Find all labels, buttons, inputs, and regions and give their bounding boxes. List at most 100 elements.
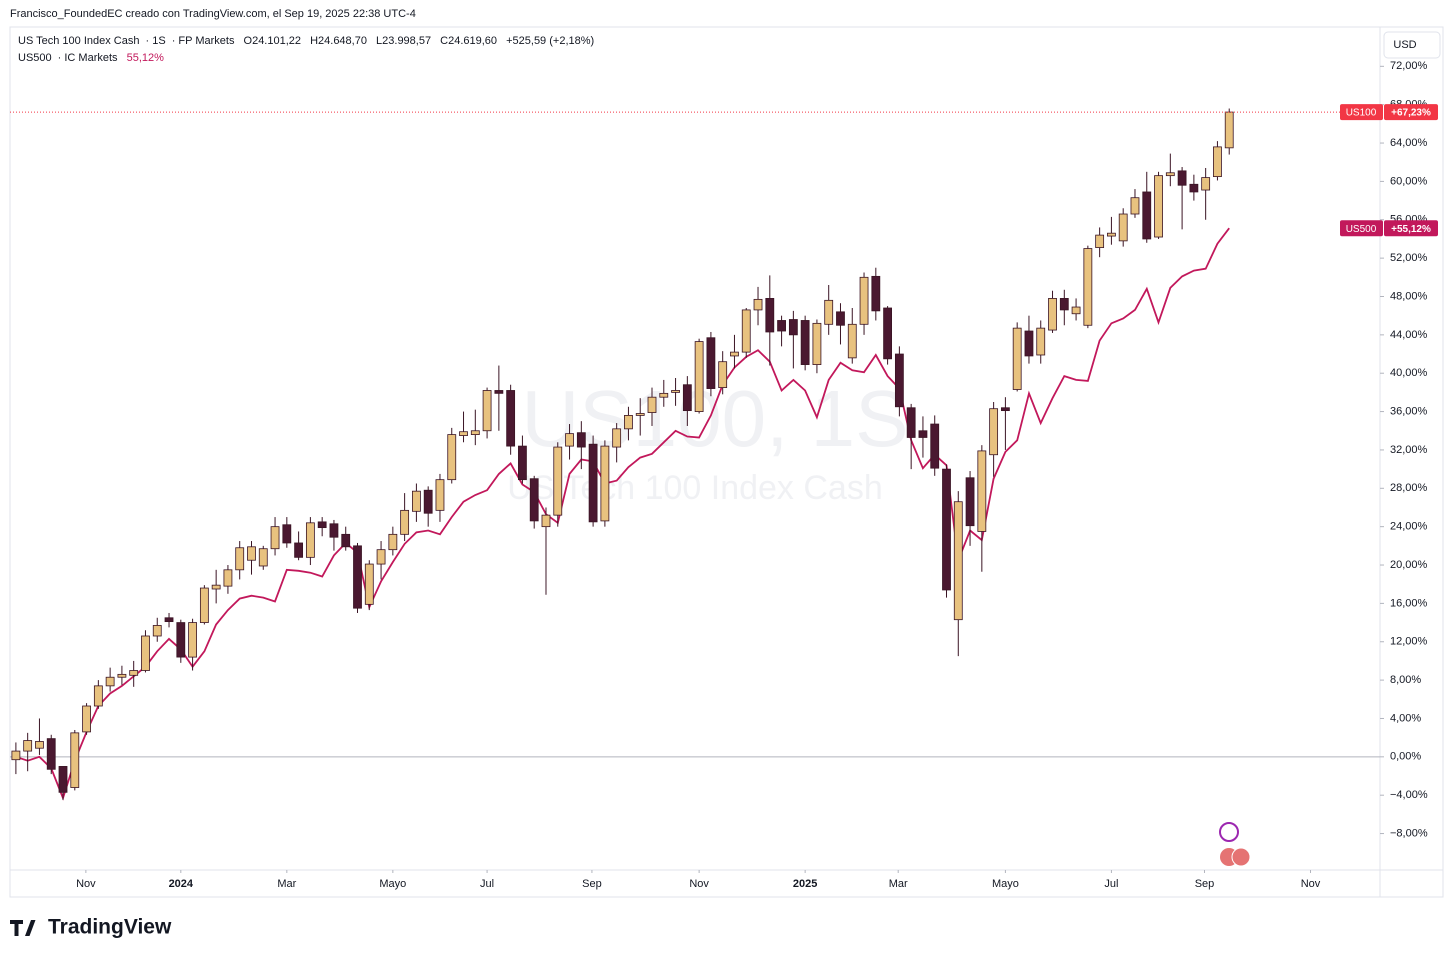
candle-body [788, 319, 798, 336]
candle-body [35, 741, 44, 749]
candle-body [659, 392, 669, 398]
candle-body [317, 521, 327, 529]
y-tick-label: 8,00% [1390, 674, 1421, 686]
x-tick-label: 2025 [793, 878, 817, 890]
tv-logo [10, 920, 36, 936]
footer-logo: TradingView [48, 916, 172, 939]
candle-body [1142, 191, 1152, 240]
candle-body [364, 563, 374, 605]
candle-body [529, 478, 539, 522]
x-tick-label: Jul [1104, 878, 1118, 890]
candle-body [470, 430, 480, 435]
candle-body [141, 635, 150, 671]
candle-body [46, 738, 56, 770]
candle-body [1012, 327, 1022, 390]
candle-body [1036, 327, 1046, 356]
candle-body [459, 431, 468, 436]
legend-value: 55,12% [126, 52, 164, 64]
line-series [15, 227, 1230, 801]
legend-exchange: IC Markets [64, 52, 118, 64]
candle-body [1224, 111, 1234, 149]
legend-exchange: FP Markets [178, 35, 235, 47]
x-tick-label: Sep [1195, 878, 1215, 890]
flag-icon[interactable] [1231, 847, 1251, 867]
y-tick-label: 20,00% [1390, 559, 1428, 571]
candle-body [1118, 213, 1128, 242]
candle-body [753, 298, 763, 311]
candle-body [918, 430, 928, 438]
candle-body [741, 309, 751, 353]
candle-body [847, 323, 857, 359]
candle-body [765, 298, 775, 333]
currency[interactable]: USD [1393, 39, 1416, 51]
candle-body [117, 673, 127, 678]
candle-body [412, 490, 421, 512]
candle-body [341, 533, 351, 548]
candle-body [23, 740, 33, 752]
legend-main: US Tech 100 Index Cash · 1S · FP Markets O… [18, 35, 595, 47]
candle-body [400, 509, 410, 535]
y-tick-label: 28,00% [1390, 482, 1428, 494]
candle-body [353, 545, 362, 609]
candle-body [824, 299, 834, 325]
candle-body [600, 445, 610, 522]
candle-body [506, 390, 516, 447]
candle-body [176, 622, 186, 658]
x-tick-label: Jul [480, 878, 494, 890]
candle-body [70, 732, 80, 788]
chart-frame [9, 26, 1444, 898]
candle-body [883, 307, 893, 360]
candle-body [270, 526, 280, 550]
candle-body [777, 320, 786, 332]
candle-body [1165, 172, 1175, 177]
legend-ohlc: L23.998,57 [376, 35, 432, 47]
candle-body [152, 625, 162, 637]
candle-body [635, 413, 645, 416]
legend-ohlc: C24.619,60 [440, 35, 498, 47]
candle-body [930, 423, 940, 469]
candle-body [612, 428, 622, 448]
legend-name: US500 [18, 52, 52, 64]
candle-body [977, 450, 987, 532]
y-tick-label: 64,00% [1390, 137, 1428, 149]
x-tick-label: 2024 [169, 878, 194, 890]
y-tick-label: 24,00% [1390, 521, 1428, 533]
candle-body [1048, 298, 1057, 331]
candle-body [565, 433, 574, 447]
candle-body [624, 415, 633, 430]
alert-icon[interactable] [1219, 822, 1239, 842]
watermark-symbol: US100, 1S [522, 374, 909, 463]
credit: Francisco_FoundedEC creado con TradingVi… [10, 8, 416, 20]
badge-value: +55,12% [1391, 224, 1431, 235]
x-tick-label: Sep [582, 878, 602, 890]
candle-body [1213, 146, 1222, 178]
candle-body [518, 445, 527, 481]
badge-name: US100 [1346, 108, 1377, 119]
candle-body [1059, 298, 1069, 311]
candle-body [859, 276, 869, 325]
x-tick-label: Nov [1301, 878, 1321, 890]
candle-body [423, 489, 433, 514]
candle-body [812, 322, 822, 365]
price-badge [1340, 220, 1383, 237]
legend-compare: US500 · IC Markets 55,12% [18, 52, 164, 64]
candle-body [447, 434, 457, 481]
x-tick-label: Mayo [379, 878, 406, 890]
candle-body [1083, 248, 1093, 326]
legend-ohlc: H24.648,70 [310, 35, 367, 47]
candle-body [730, 351, 739, 357]
candle-body [11, 750, 21, 761]
y-tick-label: 32,00% [1390, 444, 1428, 456]
x-tick-label: Mar [889, 878, 908, 890]
currency-button[interactable] [1383, 31, 1441, 59]
y-tick-label: 40,00% [1390, 367, 1428, 379]
candle-body [800, 320, 810, 365]
candle-body [93, 685, 103, 707]
candle-body [82, 705, 91, 733]
candle-body [706, 337, 716, 389]
candle-body [435, 479, 445, 511]
candle-body [1024, 330, 1034, 357]
candle-body [1000, 407, 1010, 412]
candle-body [199, 587, 209, 623]
